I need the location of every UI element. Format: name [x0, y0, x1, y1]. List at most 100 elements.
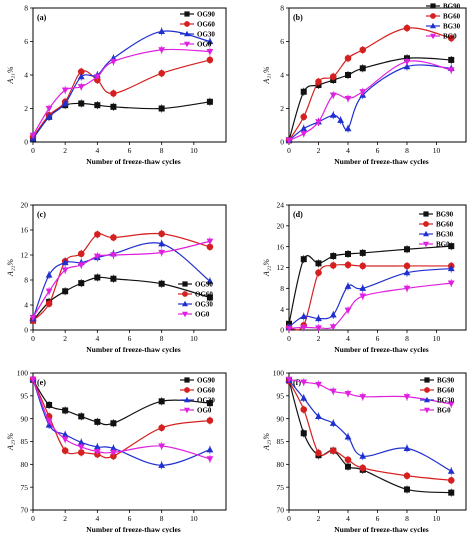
data-point [158, 240, 166, 247]
data-point [329, 419, 337, 426]
data-point [110, 252, 117, 259]
data-point [45, 105, 53, 113]
x-tick-label: 8 [405, 514, 409, 523]
y-tick-label: 100 [17, 369, 29, 378]
plot-frame [288, 7, 467, 143]
legend-label: BG60 [437, 387, 455, 395]
data-point [403, 394, 411, 401]
data-point [45, 300, 53, 308]
x-tick-label: 4 [95, 334, 99, 343]
data-point [448, 489, 455, 496]
y-axis-label: A₂₁% [262, 66, 271, 84]
legend-label: OG60 [195, 291, 213, 299]
data-point [45, 418, 53, 425]
legend: BG90 BG60 BG30 BG0 [426, 3, 461, 41]
y-tick-label: 12 [21, 251, 29, 260]
data-point [337, 116, 345, 123]
legend-marker [424, 377, 430, 383]
y-tick-label: 8 [24, 4, 28, 13]
legend-marker [423, 241, 429, 248]
y-tick-label: 4 [280, 71, 284, 80]
x-tick-label: 2 [317, 146, 321, 155]
data-point [344, 261, 352, 269]
legend-label: BG30 [437, 397, 455, 405]
data-point [94, 274, 101, 281]
legend-label: OG30 [197, 397, 215, 405]
y-tick-label: 95 [21, 391, 29, 400]
data-point [344, 433, 352, 440]
legend-label: OG90 [195, 281, 213, 289]
x-tick-label: 6 [128, 146, 132, 155]
data-point [285, 137, 293, 144]
chart-panel: 0 2 4 6 8 10 0 4 8 12 16 20 (c) Number of freeze-thaw… [6, 201, 227, 354]
x-tick-label: 6 [128, 514, 132, 523]
series-og0 [29, 237, 214, 322]
y-tick-label: 12 [277, 263, 285, 272]
series-og0 [29, 376, 214, 463]
data-point [285, 376, 293, 383]
x-tick-label: 2 [317, 514, 321, 523]
data-point [359, 284, 367, 291]
x-tick-label: 6 [376, 146, 380, 155]
y-tick-label: 0 [280, 138, 284, 147]
x-tick-label: 2 [63, 146, 67, 155]
data-point [158, 280, 165, 287]
data-point [77, 262, 85, 269]
data-point [329, 92, 337, 99]
x-tick-label: 8 [160, 514, 164, 523]
legend-marker [184, 11, 190, 17]
series-bg60 [285, 24, 455, 144]
legend-marker [184, 41, 190, 48]
data-point [206, 37, 214, 45]
y-tick-label: 0 [24, 138, 28, 147]
y-tick-label: 85 [21, 437, 29, 446]
data-point [110, 420, 117, 427]
series-line [288, 64, 452, 141]
data-point [77, 449, 85, 456]
data-point [315, 314, 322, 322]
data-point [344, 125, 352, 132]
data-point [158, 424, 165, 432]
data-point [300, 256, 307, 263]
data-point [61, 436, 69, 443]
series-bg60 [285, 260, 455, 331]
y-tick-label: 90 [21, 414, 29, 423]
y-axis-label: A₂₂% [6, 259, 15, 277]
legend-marker [423, 211, 429, 217]
data-point [62, 288, 69, 295]
data-point [158, 443, 166, 450]
data-point [315, 412, 322, 419]
data-point [206, 48, 214, 56]
legend-marker [182, 300, 188, 307]
panel-label: (c) [37, 210, 46, 219]
x-axis-label: Number of freeze-thaw cycles [86, 525, 181, 533]
data-point [359, 249, 366, 256]
x-tick-label: 8 [160, 146, 164, 155]
data-point [77, 84, 85, 91]
y-tick-label: 16 [277, 242, 285, 251]
data-point [330, 253, 337, 260]
data-point [206, 243, 214, 251]
data-point [93, 74, 101, 81]
data-point [300, 394, 308, 401]
legend-label: OG30 [195, 301, 213, 309]
legend-label: OG30 [197, 31, 215, 39]
chart-panel: 0 2 4 6 8 10 70 75 80 85 90 95 100 (f) Number of freez… [262, 369, 467, 533]
x-tick-label: 0 [287, 146, 291, 155]
y-tick-label: 8 [280, 4, 284, 13]
data-point [158, 398, 165, 405]
data-point [344, 456, 352, 464]
legend-marker [430, 22, 436, 29]
data-point [77, 68, 85, 75]
panel-label: (a) [37, 13, 47, 22]
panel-label: (f) [293, 378, 301, 387]
legend-marker [184, 387, 190, 393]
data-point [345, 250, 351, 257]
legend: OG90 OG60 OG30 OG0 [180, 11, 215, 49]
y-tick-label: 4 [24, 301, 28, 310]
data-point [359, 293, 367, 300]
data-point [448, 243, 455, 250]
chart-panel: 0 2 4 6 8 10 0 2 4 6 8 (b) Number of freeze-thaw cyc… [262, 3, 467, 166]
x-tick-label: 6 [376, 334, 380, 343]
